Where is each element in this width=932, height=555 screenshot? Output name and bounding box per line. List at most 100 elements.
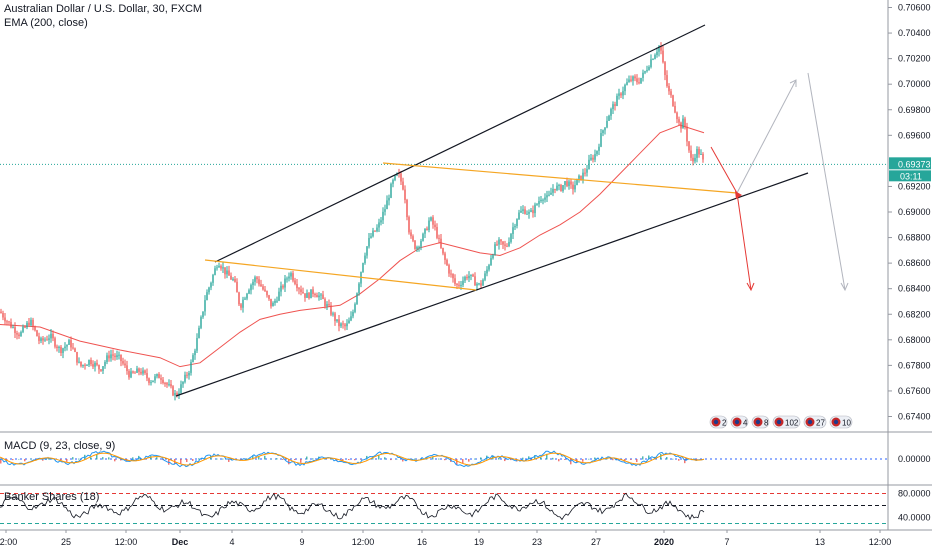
candle-body bbox=[84, 364, 86, 366]
candle-body bbox=[564, 181, 566, 186]
candle-body bbox=[634, 76, 636, 79]
forecast-pivot-arrow bbox=[735, 191, 742, 199]
candle-body bbox=[586, 169, 588, 173]
candle-body bbox=[90, 359, 92, 365]
channel-lower-line[interactable] bbox=[175, 172, 809, 397]
candle-body bbox=[522, 209, 524, 211]
candle-body bbox=[194, 350, 196, 356]
macd-histogram-bar bbox=[606, 458, 608, 460]
candle-body bbox=[282, 285, 284, 288]
candle-body bbox=[384, 209, 386, 212]
candle-body bbox=[264, 289, 266, 292]
macd-histogram-bar bbox=[228, 459, 230, 462]
flag-icon-center bbox=[776, 419, 782, 425]
macd-label: MACD (9, 23, close, 9) bbox=[4, 440, 116, 452]
candle-body bbox=[310, 289, 312, 299]
macd-histogram-bar bbox=[270, 458, 272, 460]
candle-body bbox=[166, 383, 168, 385]
macd-histogram-bar bbox=[258, 456, 260, 460]
candle-body bbox=[210, 282, 212, 288]
macd-histogram-bar bbox=[588, 458, 590, 460]
time-tick-label: 2020 bbox=[654, 537, 674, 547]
drawing-layer[interactable] bbox=[0, 24, 888, 397]
macd-histogram-bar bbox=[648, 455, 650, 460]
candle-body bbox=[248, 290, 250, 294]
macd-histogram-bar bbox=[546, 453, 548, 460]
candle-body bbox=[568, 181, 570, 187]
price-tick-label: 0.68600 bbox=[898, 258, 931, 268]
macd-tick-label: 0.00000 bbox=[898, 454, 931, 464]
candle-body bbox=[336, 319, 338, 322]
macd-histogram-bar bbox=[312, 458, 314, 460]
candle-body bbox=[654, 55, 656, 60]
candle-body bbox=[78, 361, 80, 363]
candle-body bbox=[454, 278, 456, 284]
candle-body bbox=[276, 300, 278, 302]
candle-body bbox=[534, 204, 536, 214]
ema-legend: EMA (200, close) bbox=[4, 17, 88, 29]
event-badge-count: 27 bbox=[816, 419, 825, 428]
candle-body bbox=[48, 338, 50, 340]
macd-histogram-bar bbox=[438, 458, 440, 460]
macd-histogram-bar bbox=[366, 455, 368, 460]
candle-body bbox=[106, 355, 108, 363]
forecast-red-leg-1[interactable] bbox=[710, 146, 738, 194]
macd-histogram-bar bbox=[678, 459, 680, 461]
chart-title: Australian Dollar / U.S. Dollar, 30, FXC… bbox=[4, 3, 203, 15]
candle-body bbox=[644, 71, 646, 73]
candle-body bbox=[332, 313, 334, 315]
macd-histogram-bar bbox=[168, 459, 170, 465]
banker-tick-label: 80.0000 bbox=[898, 489, 931, 499]
candle-body bbox=[570, 181, 572, 185]
candle-body bbox=[542, 199, 544, 201]
orange-support-line-1[interactable] bbox=[204, 259, 477, 291]
candle-body bbox=[34, 326, 36, 331]
candle-body bbox=[482, 279, 484, 286]
candle-body bbox=[236, 281, 238, 293]
candle-body bbox=[622, 91, 624, 96]
ema200-line bbox=[0, 124, 705, 368]
candle-body bbox=[156, 374, 158, 377]
forecast-red-leg-2[interactable] bbox=[736, 192, 752, 291]
candle-body bbox=[546, 195, 548, 198]
macd-histogram-bar bbox=[264, 455, 266, 460]
candle-body bbox=[352, 311, 354, 317]
channel-upper-line[interactable] bbox=[214, 24, 706, 263]
candle-body bbox=[372, 230, 374, 237]
candle-body bbox=[92, 364, 94, 367]
macd-histogram-bar bbox=[18, 458, 20, 460]
forecast-gray-up-arrowhead bbox=[789, 79, 797, 87]
time-tick-label: 9 bbox=[299, 537, 304, 547]
candle-body bbox=[258, 279, 260, 285]
time-tick-label: 12:00 bbox=[869, 537, 892, 547]
forecast-gray-up[interactable] bbox=[736, 79, 797, 194]
candle-body bbox=[632, 76, 634, 81]
candle-body bbox=[316, 295, 318, 298]
candle-body bbox=[664, 62, 666, 76]
macd-histogram-bar bbox=[378, 455, 380, 460]
macd-histogram-bar bbox=[384, 457, 386, 460]
candle-body bbox=[242, 299, 244, 308]
candle-body bbox=[268, 295, 270, 299]
candle-body bbox=[198, 327, 200, 339]
candle-body bbox=[222, 267, 224, 269]
macd-histogram-bar bbox=[684, 459, 686, 464]
candle-body bbox=[538, 201, 540, 205]
price-tick-label: 0.68000 bbox=[898, 335, 931, 345]
candle-body bbox=[232, 279, 234, 281]
candle-body bbox=[182, 381, 184, 385]
orange-support-line-2[interactable] bbox=[382, 162, 738, 194]
candle-body bbox=[72, 347, 74, 349]
macd-signal-line bbox=[0, 452, 705, 466]
badge-layer[interactable]: 2 4 8 102 27 10 bbox=[709, 415, 853, 429]
candle-body bbox=[548, 194, 550, 196]
candle-body bbox=[82, 364, 84, 367]
forecast-gray-down[interactable] bbox=[807, 72, 846, 291]
candle-body bbox=[346, 323, 348, 327]
price-tick-label: 0.68200 bbox=[898, 309, 931, 319]
candle-body bbox=[676, 112, 678, 120]
macd-histogram-bar bbox=[444, 459, 446, 461]
macd-histogram-bar bbox=[96, 454, 98, 460]
candle-body bbox=[652, 59, 654, 61]
